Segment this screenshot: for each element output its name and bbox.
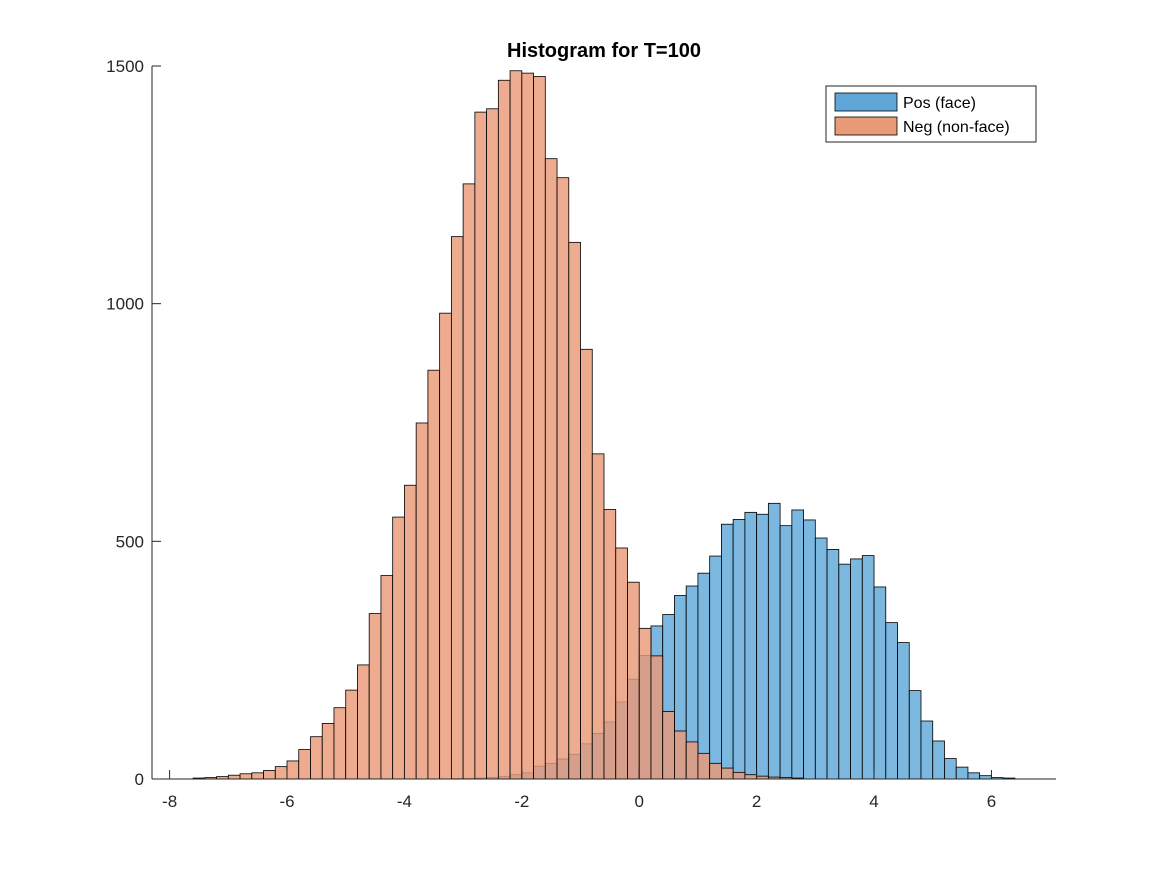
histogram-bar xyxy=(897,642,910,780)
histogram-bar xyxy=(744,511,758,780)
x-tick-label: 0 xyxy=(634,792,643,811)
histogram-bar xyxy=(920,720,934,780)
histogram-bar xyxy=(627,581,640,780)
histogram-bar xyxy=(474,111,487,780)
legend-swatch-1 xyxy=(834,92,898,112)
histogram-bar xyxy=(944,758,957,780)
y-tick-label: 1500 xyxy=(106,57,144,76)
histogram-bar xyxy=(955,766,969,780)
histogram-bar xyxy=(380,575,394,780)
legend-label-1: Pos (face) xyxy=(903,95,976,112)
histogram-bar xyxy=(967,772,981,780)
histogram-bar xyxy=(298,749,311,780)
histogram-bar xyxy=(591,453,605,780)
histogram-bar xyxy=(450,236,464,780)
histogram-bar xyxy=(697,572,711,780)
histogram-bar xyxy=(462,183,476,780)
histogram-bar xyxy=(521,72,534,780)
x-tick-label: -2 xyxy=(514,792,529,811)
histogram-bar xyxy=(603,509,617,780)
histogram-bar xyxy=(767,502,781,780)
histogram-bar xyxy=(721,767,734,780)
chart-title: Histogram for T=100 xyxy=(507,40,701,62)
histogram-bar xyxy=(615,547,628,780)
histogram-bar xyxy=(861,555,875,780)
legend-label-2: Neg (non-face) xyxy=(903,119,1010,136)
histogram-bar xyxy=(685,741,699,780)
x-axis: -8 -6 -4 -2 0 2 4 6 xyxy=(152,770,1056,811)
histogram-bar xyxy=(321,722,335,780)
histogram-bar xyxy=(850,558,863,780)
histogram-bar xyxy=(497,79,511,780)
histogram-bar xyxy=(533,76,546,780)
x-tick-label: 4 xyxy=(869,792,878,811)
histogram-bar xyxy=(286,760,300,780)
histogram-bar xyxy=(509,70,523,780)
legend-swatch-2 xyxy=(834,116,898,136)
histogram-bar xyxy=(803,519,816,780)
x-tick-label: -8 xyxy=(162,792,177,811)
histogram-bar xyxy=(791,509,804,780)
histogram-bar xyxy=(885,622,898,780)
histogram-bar xyxy=(697,752,711,780)
x-tick-label: -6 xyxy=(279,792,294,811)
x-tick-label: -4 xyxy=(397,792,412,811)
histogram-bar xyxy=(580,348,593,780)
x-tick-label: 6 xyxy=(987,792,996,811)
histogram-bar xyxy=(873,586,887,780)
histogram-bar xyxy=(744,774,758,780)
histogram-bar xyxy=(556,177,570,780)
histogram-bar xyxy=(826,549,840,780)
y-tick-label: 0 xyxy=(135,770,144,789)
histogram-bar xyxy=(732,519,746,780)
histogram-bar xyxy=(709,555,722,780)
histogram-bar xyxy=(662,711,675,780)
histogram-bar xyxy=(274,766,288,780)
histogram-bar xyxy=(357,664,370,780)
histogram-bar xyxy=(779,525,793,780)
histogram-bar xyxy=(838,563,851,780)
histogram-bar xyxy=(439,312,452,780)
histogram-bar xyxy=(227,774,241,780)
histogram-bar xyxy=(638,627,652,780)
histogram-bar xyxy=(932,740,945,780)
x-tick-label: 2 xyxy=(752,792,761,811)
histogram-bar xyxy=(392,516,405,780)
histogram-bar xyxy=(908,690,922,780)
histogram-bar xyxy=(814,537,828,780)
histogram-bar xyxy=(674,730,687,780)
histogram-bar xyxy=(427,369,441,780)
histogram-bar xyxy=(368,613,382,780)
histogram-bar xyxy=(345,689,358,780)
histogram-bar xyxy=(650,655,664,780)
histogram-bar xyxy=(333,707,347,780)
histogram-bar xyxy=(263,770,276,780)
histogram-bar xyxy=(415,422,429,780)
series-1-bars xyxy=(450,502,1016,780)
histogram-bar xyxy=(404,484,417,780)
histogram-bar xyxy=(544,158,558,780)
histogram-bar xyxy=(486,108,499,780)
histogram-bar xyxy=(310,736,323,780)
histogram-bar xyxy=(721,523,734,780)
histogram-bar xyxy=(251,772,264,780)
y-axis: 0 500 1000 1500 xyxy=(106,57,161,789)
histogram-bar xyxy=(732,771,746,780)
legend: Pos (face) Neg (non-face) xyxy=(825,85,1037,143)
y-tick-label: 500 xyxy=(116,532,144,551)
y-tick-label: 1000 xyxy=(106,295,144,314)
histogram-bar xyxy=(239,773,253,780)
histogram-bar xyxy=(756,513,769,780)
histogram-bar xyxy=(709,762,722,780)
histogram-bar xyxy=(568,241,581,780)
